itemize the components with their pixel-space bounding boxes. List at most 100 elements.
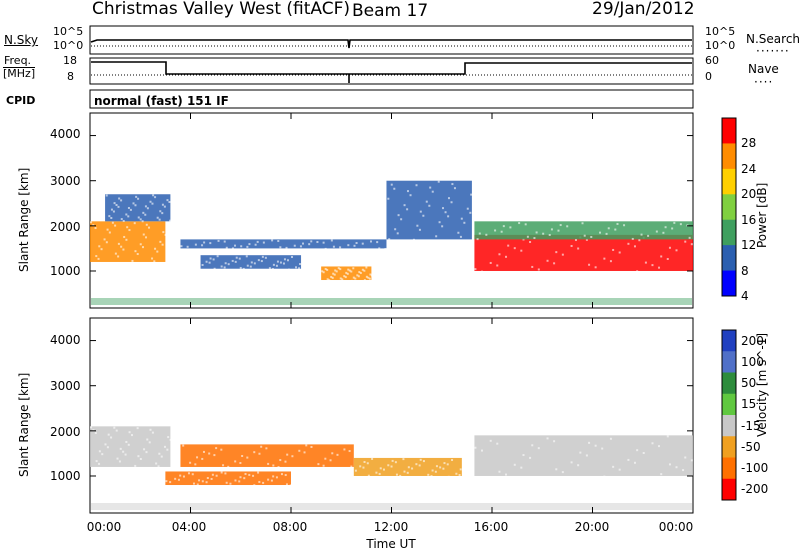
freq-panel-frame [89, 57, 694, 85]
echo-speckle [224, 472, 227, 475]
echo-speckle [553, 262, 556, 265]
echo-speckle [675, 249, 678, 252]
echo-speckle [435, 465, 438, 468]
echo-speckle [437, 180, 440, 183]
echo-speckle [324, 267, 327, 270]
echo-speckle [209, 257, 212, 260]
echo-speckle [272, 464, 275, 467]
echo-speckle [257, 471, 260, 474]
echo-speckle [557, 229, 560, 232]
echo-speckle [159, 240, 162, 243]
echo-speckle [169, 219, 172, 222]
echo-speckle [260, 445, 263, 448]
echo-speckle [280, 473, 283, 476]
echo-speckle [225, 481, 228, 484]
echo-speckle [134, 464, 137, 467]
echo-speckle [382, 468, 385, 471]
echo-speckle [574, 239, 577, 242]
echo-speckle [673, 221, 676, 224]
echo-speckle [518, 222, 521, 225]
echo-speckle [234, 460, 237, 463]
echo-speckle [246, 245, 249, 248]
echo-speckle [101, 453, 104, 456]
echo-speckle [106, 228, 109, 231]
colorbar-segment [722, 372, 736, 395]
colorbar-tick-label: -200 [741, 482, 769, 497]
echo-speckle [537, 447, 540, 450]
echo-speckle [352, 267, 355, 270]
colorbar-segment [722, 118, 736, 144]
vel-ytick-3000: 3000 [50, 379, 81, 393]
echo-speckle [271, 268, 274, 271]
echo-speckle [322, 241, 325, 244]
echo-speckle [438, 221, 441, 224]
echo-speckle [286, 259, 289, 262]
echo-speckle [500, 230, 503, 233]
echo-speckle [321, 270, 324, 273]
echo-speckle [399, 474, 402, 477]
echo-speckle [376, 241, 379, 244]
echo-speckle [402, 458, 405, 461]
echo-speckle [623, 224, 626, 227]
echo-speckle [537, 268, 540, 271]
echo-speckle [119, 447, 122, 450]
echo-speckle [213, 267, 216, 270]
echo-speckle [110, 208, 113, 211]
echo-speckle [605, 232, 608, 235]
echo-speckle [406, 190, 409, 193]
echo-speckle [125, 213, 128, 216]
echo-speckle [594, 444, 597, 447]
echo-speckle [603, 257, 606, 260]
echo-speckle [128, 229, 131, 232]
echo-speckle [668, 246, 671, 249]
echo-speckle [248, 473, 251, 476]
echo-speckle [215, 474, 218, 477]
echo-speckle [211, 473, 214, 476]
echo-speckle [252, 474, 255, 477]
echo-speckle [577, 247, 580, 250]
echo-speckle [165, 480, 168, 483]
velocity-colorbar-label: Velocity [m s^-1] [755, 332, 769, 437]
echo-speckle [458, 474, 461, 476]
echo-speckle [425, 200, 428, 203]
echo-speckle [201, 244, 204, 247]
echo-speckle [123, 235, 126, 238]
echo-region [180, 239, 387, 249]
echo-speckle [116, 457, 119, 460]
nave-legend-dots: ···· [754, 75, 774, 89]
echo-speckle [105, 194, 108, 197]
echo-speckle [223, 266, 226, 269]
echo-speckle [151, 257, 154, 260]
echo-speckle [363, 461, 366, 463]
echo-speckle [358, 271, 361, 274]
echo-speckle [198, 479, 201, 482]
echo-speckle [186, 245, 189, 248]
echo-speckle [561, 471, 564, 474]
echo-speckle [535, 231, 538, 234]
power-ytick-2000: 2000 [50, 220, 81, 234]
echo-speckle [496, 442, 499, 445]
echo-speckle [284, 474, 287, 477]
nsky-tick-top: 10^5 [53, 25, 84, 38]
echo-speckle [208, 261, 211, 264]
echo-speckle [196, 483, 199, 486]
echo-speckle [159, 210, 162, 213]
echo-speckle [393, 187, 396, 190]
power-heatmap [90, 180, 693, 305]
echo-speckle [257, 259, 260, 262]
echo-speckle [145, 236, 148, 239]
axes-ticks [89, 113, 694, 513]
echo-speckle [246, 456, 249, 459]
echo-speckle [238, 257, 241, 260]
echo-speckle [419, 458, 422, 461]
echo-speckle [343, 275, 346, 278]
echo-speckle [115, 204, 118, 206]
echo-speckle [651, 442, 654, 445]
echo-speckle [118, 460, 121, 463]
echo-speckle [210, 477, 213, 480]
nsky-panel-frame [89, 25, 694, 55]
echo-speckle [419, 210, 422, 213]
echo-speckle [337, 267, 340, 270]
freq-label: Freq. [4, 54, 32, 67]
echo-speckle [117, 205, 120, 208]
